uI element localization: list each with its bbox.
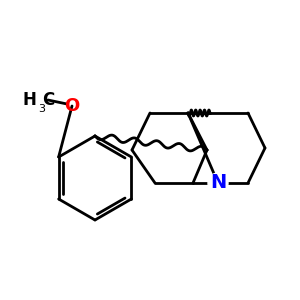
Circle shape <box>208 173 228 193</box>
Text: O: O <box>64 97 80 115</box>
Text: H: H <box>22 91 36 109</box>
Text: C: C <box>42 91 54 109</box>
Text: 3: 3 <box>38 104 46 114</box>
Text: N: N <box>210 173 226 193</box>
